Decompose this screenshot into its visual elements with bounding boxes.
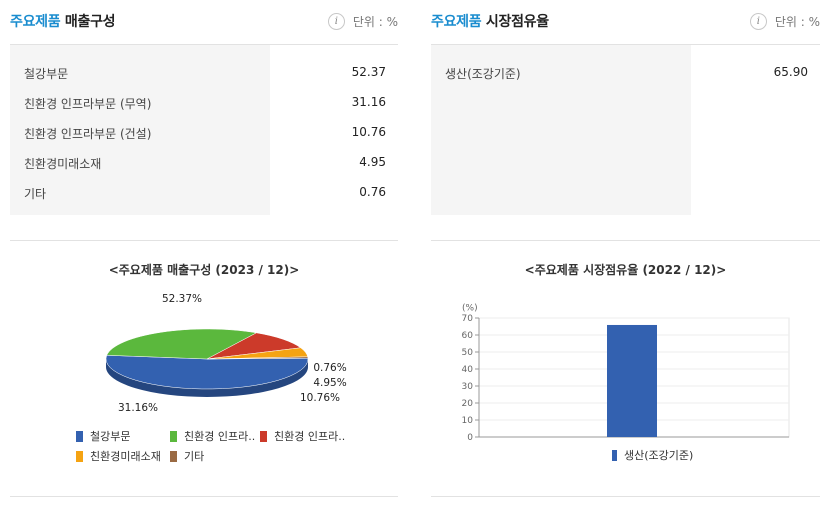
legend-swatch — [76, 430, 83, 442]
table-row: 친환경 인프라부문 (건설) 10.76 — [24, 125, 386, 141]
legend-item[interactable]: 친환경 인프라.. — [260, 428, 345, 444]
legend-swatch — [170, 450, 177, 462]
legend-item[interactable]: 친환경 인프라.. — [170, 428, 255, 444]
market-share-title: 주요제품 시장점유율 — [431, 14, 549, 30]
pie-chart: 52.37% 31.16% 10.76% 4.95% 0.76% — [105, 293, 347, 414]
sales-composition-title: 주요제품 매출구성 — [10, 14, 116, 30]
table-row: 철강부문 52.37 — [24, 65, 386, 81]
bar[interactable] — [607, 324, 657, 437]
pie-slice[interactable] — [206, 332, 302, 360]
y-tick-label: 60 — [462, 331, 474, 341]
legend-item[interactable]: 친환경미래소재 — [76, 448, 161, 464]
pie-data-label: 31.16% — [118, 402, 158, 414]
pie-slice[interactable] — [206, 356, 309, 360]
legend-swatch — [76, 450, 83, 462]
y-tick-label: 10 — [462, 416, 474, 426]
pie-chart-box: <주요제품 매출구성 (2023 / 12)> 52.37% 31.16% 10.7… — [10, 240, 398, 497]
market-share-unit: i 단위 : % — [749, 13, 820, 30]
table-row: 기타 0.76 — [24, 185, 386, 201]
bar-chart-box: <주요제품 시장점유율 (2022 / 12)> (%) 0 10 20 30 40 50 6… — [431, 240, 820, 497]
bar-chart: (%) 0 10 20 30 40 50 60 70 — [462, 304, 790, 443]
table-row: 친환경 인프라부문 (무역) 31.16 — [24, 95, 386, 111]
y-axis-label: (%) — [462, 304, 478, 314]
pie-data-label: 4.95% — [313, 377, 346, 389]
legend-swatch — [260, 430, 267, 442]
y-tick-label: 70 — [462, 314, 474, 324]
pie-slice-side — [106, 359, 308, 397]
sales-composition-table: 철강부문 52.37 친환경 인프라부문 (무역) 31.16 친환경 인프라부… — [10, 45, 398, 215]
y-tick-label: 20 — [462, 399, 474, 409]
market-share-header: 주요제품 시장점유율 i 단위 : % — [431, 0, 820, 45]
pie-slice[interactable] — [106, 328, 258, 360]
legend-swatch — [612, 449, 617, 461]
info-icon[interactable]: i — [327, 13, 345, 30]
pie-data-label: 10.76% — [300, 392, 340, 404]
y-tick-label: 40 — [462, 365, 474, 375]
sales-composition-unit: i 단위 : % — [327, 13, 398, 30]
info-icon[interactable]: i — [749, 13, 767, 30]
bar-chart-title: <주요제품 시장점유율 (2022 / 12)> — [524, 263, 727, 277]
legend-swatch — [170, 430, 177, 442]
table-row: 생산(조강기준) 65.90 — [445, 65, 808, 81]
pie-data-label: 52.37% — [162, 293, 202, 305]
y-tick-label: 0 — [467, 433, 473, 443]
legend-item[interactable]: 기타 — [170, 448, 204, 464]
table-row: 친환경미래소재 4.95 — [24, 155, 386, 171]
legend-item[interactable]: 철강부문 — [76, 428, 130, 444]
pie-slice[interactable] — [105, 355, 309, 390]
legend-item[interactable]: 생산(조강기준) — [612, 447, 693, 463]
pie-chart-title: <주요제품 매출구성 (2023 / 12)> — [108, 263, 300, 277]
market-share-table: 생산(조강기준) 65.90 — [431, 45, 820, 215]
y-tick-label: 50 — [462, 348, 474, 358]
unit-label: 단위 : % — [352, 15, 398, 29]
y-tick-label: 30 — [462, 382, 474, 392]
sales-composition-header: 주요제품 매출구성 i 단위 : % — [10, 0, 398, 45]
unit-label: 단위 : % — [774, 15, 820, 29]
pie-data-label: 0.76% — [313, 362, 346, 374]
